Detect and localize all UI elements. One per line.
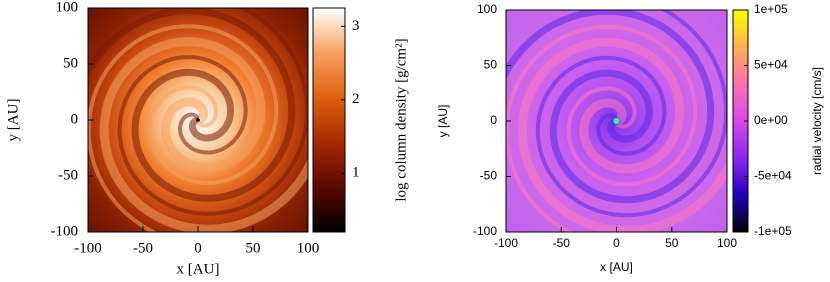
colorbar-tick-label: 5e+04	[754, 58, 788, 72]
y-tick-label: 0	[490, 113, 497, 127]
colorbar-tick-label: 1e+05	[754, 2, 788, 16]
y-tick-label: 50	[484, 58, 498, 72]
colorbar-tick-label: -5e+04	[754, 169, 792, 183]
colorbar-label: log column density [g/cm²]	[393, 38, 409, 201]
x-tick-label: -50	[553, 236, 571, 250]
spiral-arm	[517, 37, 727, 232]
x-tick-label: 50	[246, 240, 261, 256]
colorbar-tick-label: 3	[352, 18, 360, 34]
y-tick-label: 100	[477, 2, 497, 16]
y-tick-label: -100	[51, 223, 79, 239]
colorbar-tick-label: -1e+05	[754, 224, 792, 238]
x-tick-label: 100	[297, 240, 320, 256]
x-tick-label: 50	[665, 236, 679, 250]
x-tick-label: -100	[74, 240, 102, 256]
spiral-arms	[88, 8, 308, 232]
y-axis-label: y [AU]	[436, 105, 450, 138]
colorbar-label: radial velocity [cm/s]	[810, 67, 824, 175]
x-tick-label: 100	[717, 236, 737, 250]
x-axis-label: x [AU]	[177, 261, 220, 277]
spiral-arm	[535, 10, 727, 218]
x-tick-label: -50	[133, 240, 153, 256]
spiral-arm	[506, 10, 715, 204]
y-tick-label: -100	[473, 224, 497, 238]
panel: -100 -50 0 50 100 -100 -50 0 50 100 x [AU] y [AU] 1 2…	[5, 0, 409, 277]
y-axis-label: y [AU]	[5, 99, 21, 142]
x-tick-label: 0	[613, 236, 620, 250]
x-tick-label: 0	[194, 240, 202, 256]
colorbar	[312, 7, 346, 233]
y-tick-label: -50	[480, 169, 498, 183]
colorbar-tick-label: 0e+00	[754, 113, 788, 127]
x-tick-label: -100	[494, 236, 518, 250]
y-tick-label: 50	[63, 55, 78, 71]
spiral-arm	[88, 8, 296, 202]
spiral-arm	[99, 37, 308, 232]
spiral-arm	[88, 24, 279, 232]
spiral-arm	[117, 8, 308, 216]
center	[196, 118, 200, 122]
y-tick-label: 100	[56, 0, 79, 15]
y-tick-label: 0	[71, 111, 79, 127]
center	[612, 117, 621, 125]
x-axis-label: x [AU]	[600, 260, 633, 274]
spiral-arm	[506, 24, 698, 232]
colorbar-tick-label: 1	[352, 165, 360, 181]
colorbar-tick-label: 2	[352, 91, 360, 107]
panel: -100 -50 0 50 100 -100 -50 0 50 100 x [AU] y [AU] -1…	[436, 2, 824, 274]
y-tick-label: -50	[58, 167, 78, 183]
spiral-arms	[506, 10, 727, 232]
